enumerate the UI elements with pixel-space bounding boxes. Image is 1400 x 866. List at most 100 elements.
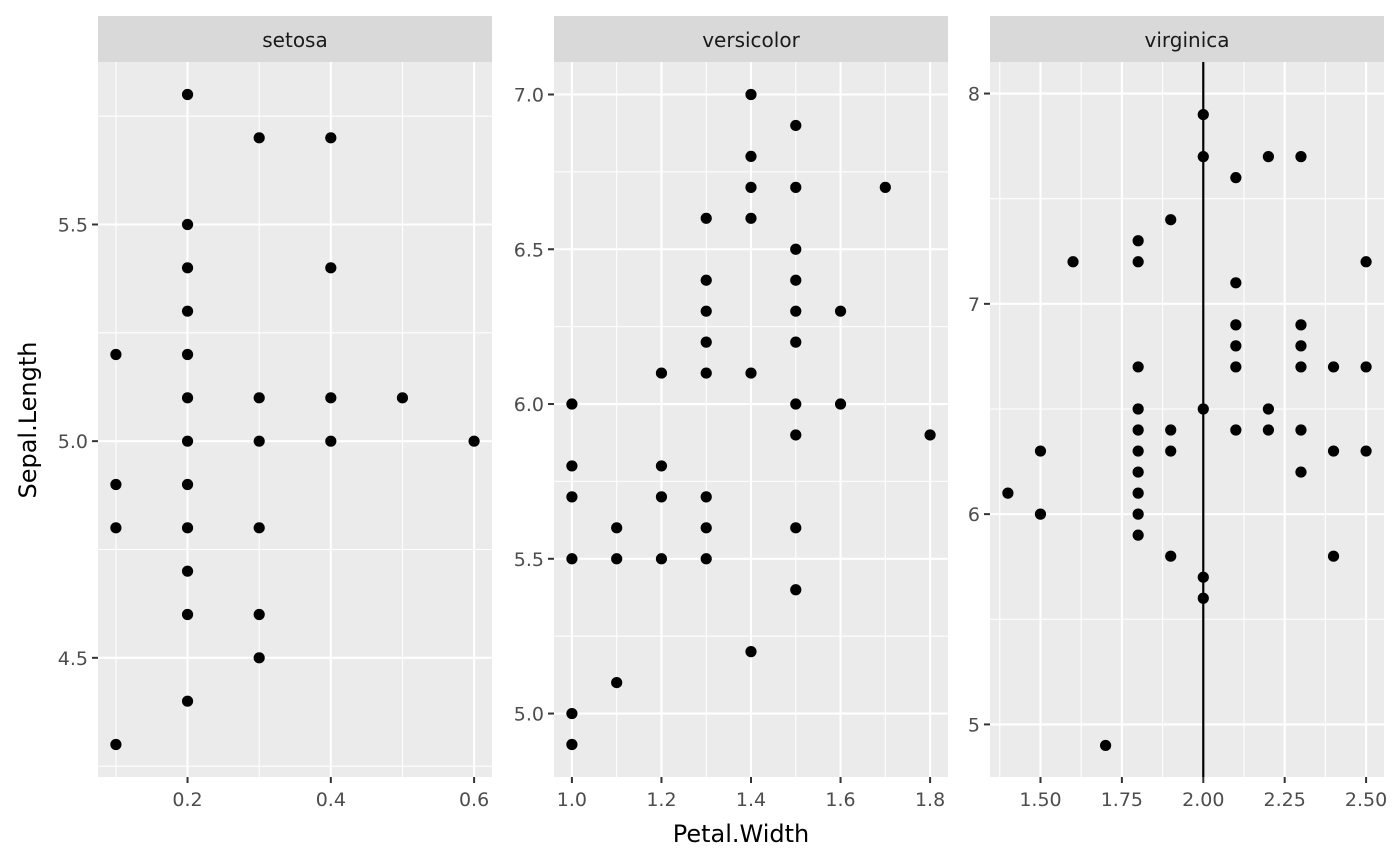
data-point — [1230, 340, 1242, 352]
data-point — [325, 132, 337, 144]
x-tick-label: 1.50 — [1019, 789, 1061, 811]
data-point — [181, 392, 194, 404]
data-point — [1327, 361, 1340, 373]
data-point — [110, 522, 122, 534]
data-point — [566, 491, 578, 503]
y-tick-label: 7.0 — [514, 85, 544, 107]
y-tick-label: 5 — [968, 714, 980, 736]
data-point — [253, 608, 265, 621]
data-point — [1327, 550, 1340, 562]
y-axis-title: Sepal.Length — [14, 341, 42, 498]
data-point — [1295, 151, 1307, 163]
facet-panels: setosa 0.2 0.4 0.6 4.5 5.0 5.5 versicolor 1.0 1.2… — [58, 16, 1387, 811]
data-point — [566, 707, 578, 720]
data-point — [655, 460, 668, 472]
data-point — [1132, 445, 1144, 457]
x-tick-label: 2.25 — [1264, 789, 1306, 811]
data-point — [1132, 529, 1144, 541]
data-point — [1034, 508, 1047, 520]
strip-background — [554, 16, 948, 62]
data-point — [1230, 319, 1242, 331]
data-point — [655, 491, 668, 503]
data-point — [790, 181, 802, 193]
x-axis-title: Petal.Width — [673, 820, 810, 848]
x-tick-label: 1.6 — [825, 789, 855, 811]
data-point — [1132, 487, 1144, 499]
data-point — [700, 274, 712, 286]
data-point — [181, 348, 194, 361]
data-point — [700, 305, 712, 317]
x-tick-label: 2.00 — [1182, 789, 1224, 811]
data-point — [611, 676, 623, 689]
data-point — [181, 262, 194, 274]
x-tick-label: 1.0 — [557, 789, 587, 811]
data-point — [181, 695, 194, 707]
data-point — [110, 738, 122, 751]
data-point — [1165, 214, 1177, 226]
x-tick-label: 1.2 — [646, 789, 676, 811]
y-tick-label: 6 — [968, 504, 980, 526]
data-point — [1295, 424, 1307, 436]
strip-background — [98, 16, 492, 62]
data-point — [253, 435, 265, 447]
data-point — [253, 522, 265, 534]
data-point — [1262, 403, 1275, 415]
data-point — [790, 305, 802, 317]
data-point — [181, 88, 194, 101]
facet-panel-versicolor: versicolor 1.0 1.2 1.4 1.6 1.8 5.0 5.5 6.0 6.5 7.0 — [514, 16, 948, 811]
x-tick-label: 1.8 — [915, 789, 945, 811]
data-point — [745, 367, 757, 379]
data-point — [1132, 466, 1144, 478]
data-point — [790, 243, 802, 255]
data-point — [566, 398, 578, 410]
data-point — [1165, 445, 1177, 457]
data-point — [181, 565, 194, 577]
data-point — [1230, 277, 1242, 289]
data-point — [181, 522, 194, 534]
data-point — [1327, 445, 1340, 457]
data-point — [1262, 424, 1275, 436]
data-point — [745, 646, 757, 658]
strip-background — [990, 16, 1384, 62]
data-point — [1099, 739, 1112, 752]
data-point — [325, 262, 337, 274]
data-point — [700, 336, 712, 348]
data-point — [879, 181, 891, 193]
data-point — [790, 398, 802, 410]
data-point — [253, 652, 265, 664]
data-point — [700, 553, 712, 565]
data-point — [834, 398, 847, 410]
data-point — [700, 522, 712, 534]
x-tick-label: 0.2 — [172, 789, 202, 811]
data-point — [1360, 256, 1372, 268]
data-point — [181, 218, 194, 231]
data-point — [1197, 592, 1209, 604]
data-point — [790, 274, 802, 286]
data-point — [1295, 361, 1307, 373]
data-point — [253, 132, 265, 144]
data-point — [1034, 445, 1047, 457]
data-point — [1132, 403, 1144, 415]
y-tick-label: 6.5 — [514, 239, 544, 261]
data-point — [1067, 256, 1079, 268]
y-tick-label: 5.5 — [514, 549, 544, 571]
data-point — [181, 305, 194, 317]
data-point — [1165, 424, 1177, 436]
data-point — [1132, 361, 1144, 373]
data-point — [1230, 361, 1242, 373]
data-point — [1230, 424, 1242, 436]
gridlines — [98, 62, 492, 777]
panel-background — [98, 62, 492, 777]
data-point — [655, 367, 668, 379]
y-tick-label: 4.5 — [58, 648, 88, 670]
data-point — [566, 738, 578, 751]
data-point — [325, 392, 337, 404]
data-point — [566, 460, 578, 472]
data-point — [1197, 151, 1209, 163]
data-point — [1165, 550, 1177, 562]
data-point — [655, 553, 668, 565]
y-tick-label: 8 — [968, 84, 980, 106]
strip-label: versicolor — [702, 28, 800, 52]
data-point — [253, 392, 265, 404]
data-point — [790, 584, 802, 596]
